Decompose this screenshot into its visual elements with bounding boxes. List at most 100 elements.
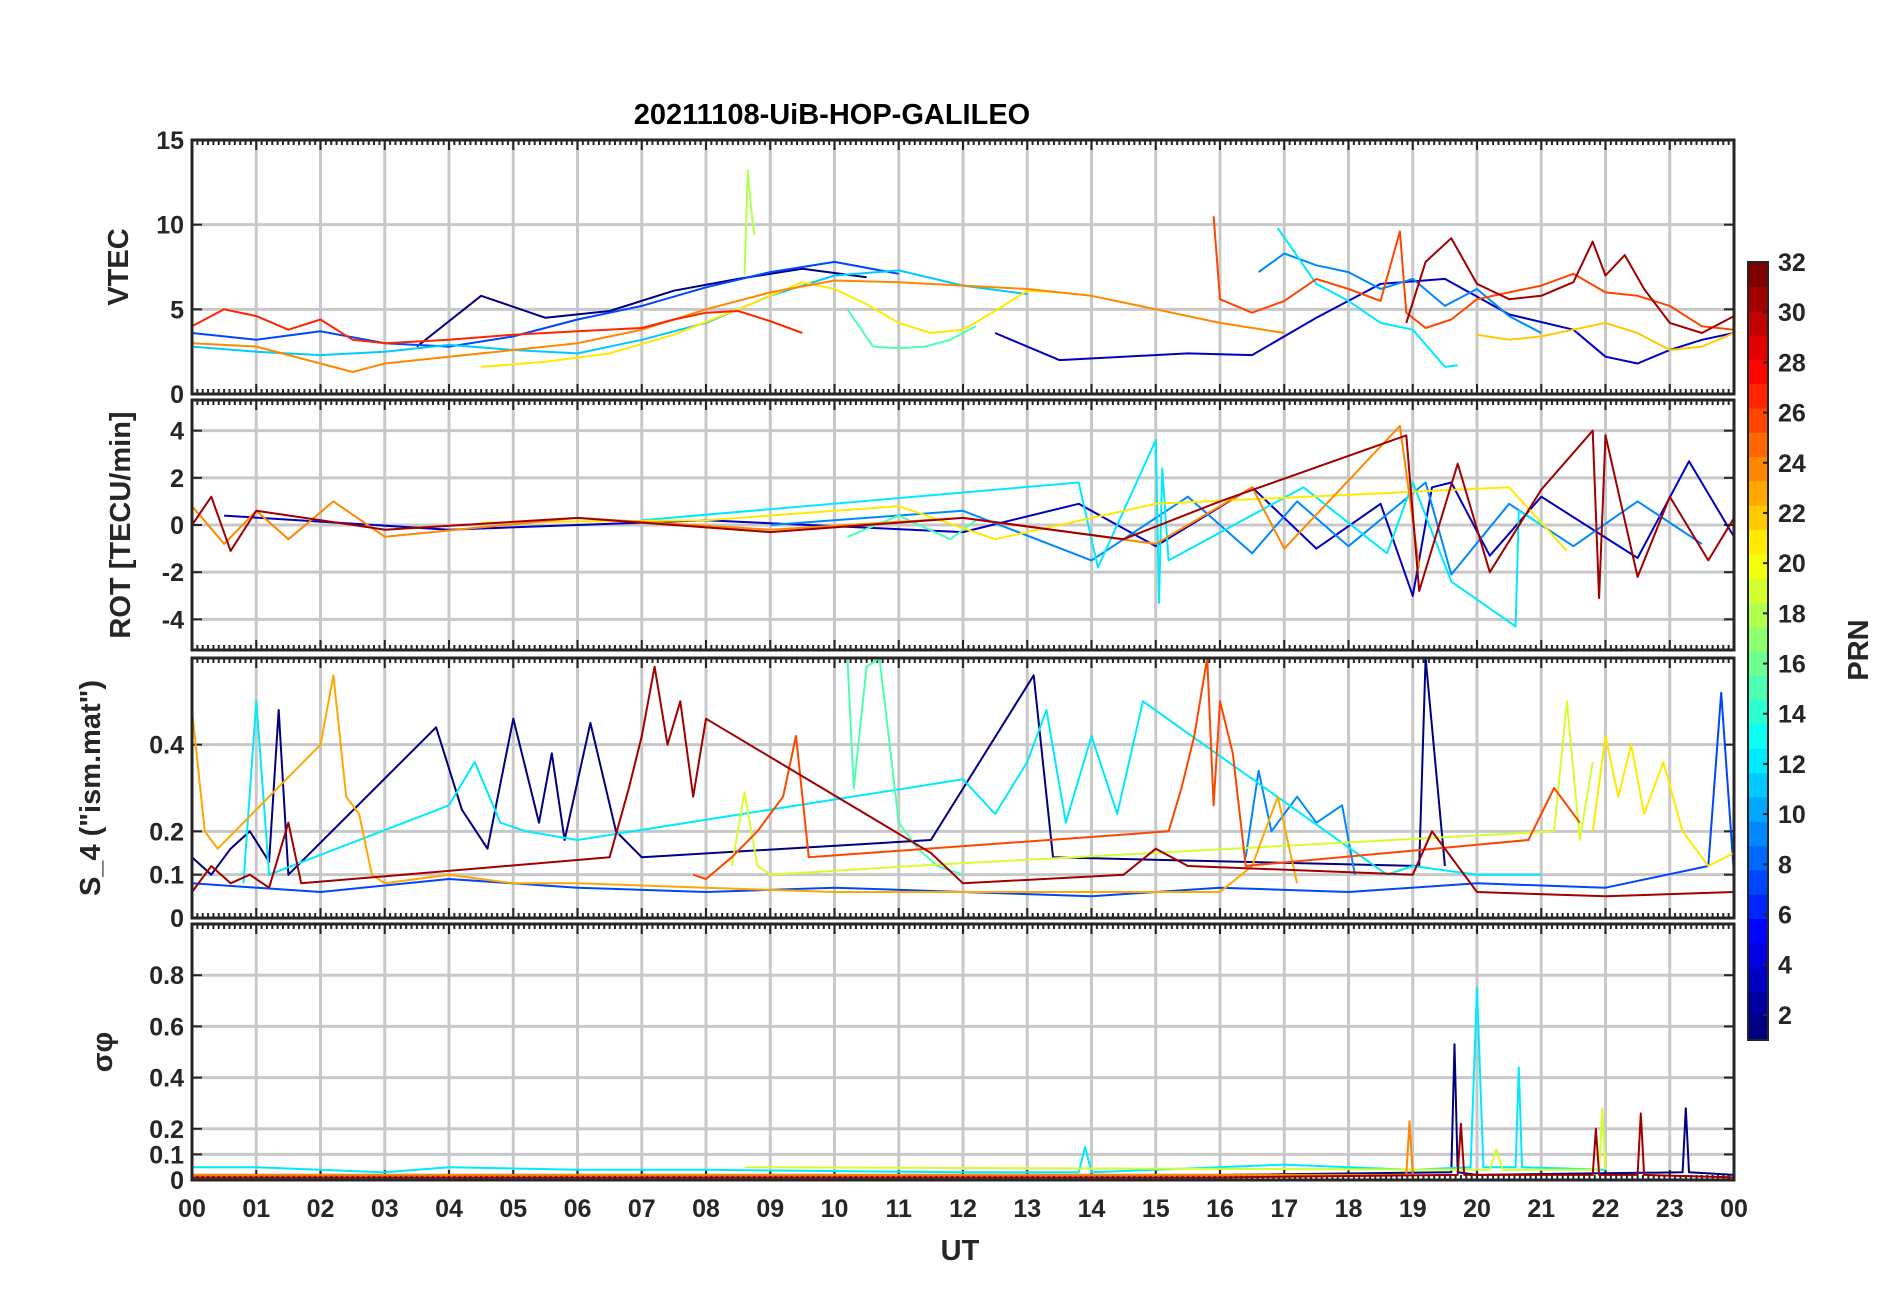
colorbar-swatch — [1748, 699, 1768, 725]
colorbar-tick-label: 32 — [1778, 249, 1806, 277]
colorbar-swatch — [1748, 383, 1768, 409]
colorbar-frame — [1747, 261, 1769, 1041]
colorbar-tick-label: 22 — [1778, 500, 1806, 528]
colorbar-tick-label: 8 — [1778, 851, 1792, 879]
series-prn-26 — [692, 658, 1581, 880]
y-tick-label: 0 — [170, 1167, 184, 1195]
series-prn-15 — [847, 514, 977, 541]
x-tick-label: 04 — [435, 1195, 463, 1223]
series-group-vtec — [192, 169, 1734, 373]
series-prn-22 — [1476, 321, 1734, 351]
x-tick-label: 02 — [307, 1195, 335, 1223]
colorbar-swatch — [1748, 869, 1768, 895]
x-tick-label: 14 — [1078, 1195, 1106, 1223]
y-tick-label: 0.2 — [149, 1116, 184, 1144]
panel-s4: 0 0.1 0.2 0.4 S_4 ("ism.mat") — [75, 656, 1736, 933]
panel-frame-s4 — [190, 656, 1736, 920]
series-group-s4 — [192, 658, 1734, 898]
x-tick-label: 06 — [564, 1195, 592, 1223]
colorbar-swatch — [1748, 407, 1768, 433]
x-tick-label: 20 — [1463, 1195, 1491, 1223]
colorbar-swatch — [1748, 1015, 1768, 1041]
series-prn-3 — [224, 460, 1734, 597]
series-prn-1 — [192, 658, 1446, 876]
y-tick-label: 5 — [170, 296, 184, 324]
y-tick-label: 0.2 — [149, 818, 184, 846]
colorbar-swatch — [1748, 942, 1768, 968]
x-tick-label: 10 — [821, 1195, 849, 1223]
series-prn-21 — [481, 281, 1060, 368]
y-tick-label: 0.8 — [149, 962, 184, 990]
colorbar-swatch — [1748, 772, 1768, 798]
series-prn-21 — [481, 486, 1568, 552]
y-tick-label: 2 — [170, 465, 184, 493]
x-tick-label: 12 — [949, 1195, 977, 1223]
y-tick-label: 0 — [170, 512, 184, 540]
x-tick-label: 18 — [1335, 1195, 1363, 1223]
x-tick-label: 23 — [1656, 1195, 1684, 1223]
x-tick-label: 05 — [499, 1195, 527, 1223]
y-tick-label: 4 — [170, 418, 184, 446]
panel-frame-sigma — [190, 922, 1736, 1182]
panel-frame-vtec — [190, 138, 1736, 396]
x-tick-label: 22 — [1592, 1195, 1620, 1223]
colorbar-tick-label: 2 — [1778, 1002, 1792, 1030]
series-prn-12 — [192, 987, 1606, 1174]
colorbar-tick-label: 6 — [1778, 902, 1792, 930]
colorbar-swatch — [1748, 432, 1768, 458]
colorbar-swatch — [1748, 359, 1768, 385]
series-prn-9 — [770, 481, 1703, 576]
series-prn-3 — [994, 277, 1734, 365]
series-prn-24 — [192, 1120, 1414, 1176]
colorbar-swatch — [1748, 602, 1768, 628]
colorbar-swatch — [1748, 334, 1768, 360]
series-prn-24 — [192, 279, 1285, 373]
colorbar-tick-label: 30 — [1778, 299, 1806, 327]
series-prn-1 — [416, 267, 867, 348]
y-axis-label-rot: ROT [TECU/min] — [105, 411, 137, 638]
series-prn-31 — [1405, 237, 1734, 334]
x-tick-label: 07 — [628, 1195, 656, 1223]
panel-vtec: 0 5 10 15 VTEC — [103, 127, 1736, 409]
series-prn-26 — [1212, 216, 1734, 331]
y-tick-label: 0.6 — [149, 1013, 184, 1041]
colorbar-swatch — [1748, 796, 1768, 822]
series-prn-12 — [1276, 227, 1458, 368]
colorbar-swatch — [1748, 723, 1768, 749]
x-axis-label: UT — [941, 1235, 980, 1267]
series-prn-19 — [730, 700, 1594, 876]
series-prn-11 — [192, 269, 1028, 357]
series-prn-7 — [192, 260, 899, 348]
colorbar-swatch — [1748, 967, 1768, 992]
series-prn-12 — [242, 700, 1542, 884]
colorbar-tick-label: 4 — [1778, 952, 1792, 980]
colorbar-swatch — [1748, 626, 1768, 652]
y-tick-label: 0.1 — [149, 1141, 184, 1169]
colorbar-tick-label: 16 — [1778, 651, 1806, 679]
y-tick-label: 10 — [156, 212, 184, 240]
series-group-sigma — [192, 987, 1734, 1179]
series-prn-21 — [1591, 735, 1734, 867]
panel-frame-rot — [190, 398, 1736, 652]
series-prn-9 — [1244, 769, 1356, 875]
colorbar-tick-label: 18 — [1778, 600, 1806, 628]
y-tick-label: -2 — [162, 559, 184, 587]
colorbar-swatch — [1748, 748, 1768, 774]
y-axis-label-sigma: σφ — [87, 1032, 119, 1073]
series-prn-31 — [192, 1112, 1734, 1179]
x-tick-label: 08 — [692, 1195, 720, 1223]
y-tick-label: 0.4 — [149, 732, 184, 760]
x-tick-label: 11 — [886, 1195, 913, 1223]
x-tick-label: 00 — [1720, 1195, 1748, 1223]
y-tick-label: 0.1 — [149, 862, 184, 890]
y-tick-label: 15 — [156, 127, 184, 155]
y-tick-label: -4 — [162, 606, 184, 634]
colorbar-swatch — [1748, 894, 1768, 920]
y-tick-label: 0 — [170, 905, 184, 933]
colorbar-swatch — [1748, 456, 1768, 482]
series-prn-15 — [846, 658, 964, 876]
colorbar-swatch — [1748, 480, 1768, 506]
series-prn-19 — [744, 1107, 1607, 1171]
